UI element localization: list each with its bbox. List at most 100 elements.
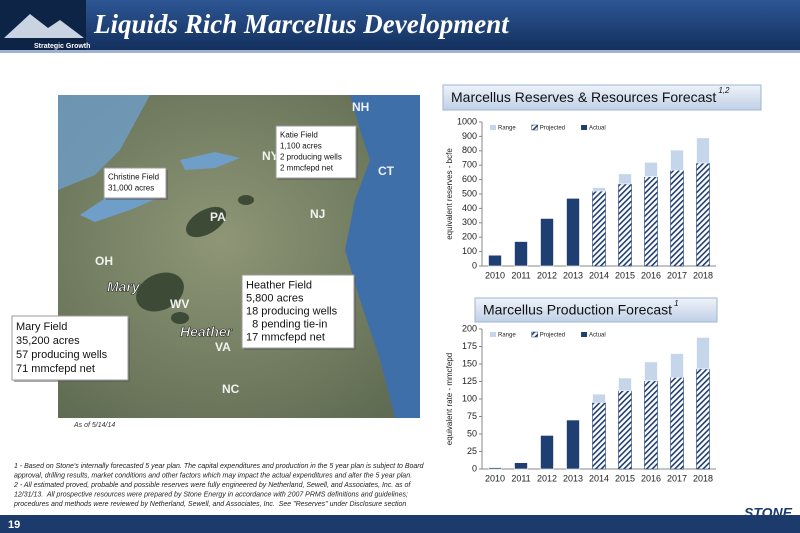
- callout-box: [275, 125, 357, 179]
- map-place-label: VA: [215, 340, 231, 354]
- bar-segment: [514, 241, 528, 267]
- y-tick-label: 50: [467, 428, 477, 438]
- x-tick-label: 2017: [667, 473, 687, 483]
- callout-text: 8 pending tie-in: [246, 318, 327, 330]
- y-tick-label: 100: [462, 246, 477, 256]
- y-tick-label: 25: [467, 446, 477, 456]
- bar-segment: [696, 337, 710, 370]
- footnote: approval, drilling results, market condi…: [14, 472, 412, 479]
- chart-title-note: 1: [674, 299, 678, 308]
- x-tick-label: 2013: [563, 270, 583, 280]
- bar-segment: [696, 368, 710, 470]
- map-place-label: OH: [95, 254, 113, 268]
- footer-bar: [0, 515, 800, 533]
- field-area: [238, 195, 254, 205]
- map-place-label: WV: [170, 297, 189, 311]
- x-tick-label: 2016: [641, 270, 661, 280]
- callout-box: [11, 315, 129, 381]
- bar-segment: [592, 393, 606, 403]
- map-ocean: [345, 95, 420, 418]
- legend-label: Range: [498, 333, 516, 339]
- callout-text: 18 producing wells: [246, 305, 338, 317]
- y-tick-label: 200: [462, 323, 477, 333]
- x-tick-label: 2011: [511, 473, 530, 483]
- bar-segment: [644, 176, 658, 267]
- bar-segment: [670, 169, 684, 267]
- map-place-label: NJ: [310, 207, 325, 221]
- page-number: 19: [8, 519, 20, 531]
- legend-swatch: [490, 125, 496, 130]
- y-tick-label: 100: [462, 393, 477, 403]
- bar-segment: [592, 190, 606, 267]
- header-logo: [4, 14, 84, 38]
- bar-segment: [644, 162, 658, 178]
- y-tick-label: 200: [462, 232, 477, 242]
- callout-text: 1,100 acres: [280, 142, 322, 151]
- bar-segment: [618, 183, 632, 267]
- footnote: 12/31/13. All prospective resources were…: [14, 491, 408, 498]
- bar-segment: [566, 419, 580, 470]
- bar-segment: [488, 467, 502, 470]
- bar-segment: [644, 361, 658, 382]
- as-of-note: As of 5/14/14: [73, 422, 115, 429]
- bar-segment: [670, 376, 684, 470]
- map-lake-ontario: [180, 152, 240, 170]
- chart-title: Marcellus Reserves & Resources Forecast: [451, 89, 716, 105]
- map-field-label: Heather: [180, 324, 234, 340]
- y-tick-label: 175: [462, 341, 477, 351]
- map-place-label: NC: [222, 382, 240, 396]
- x-tick-label: 2013: [563, 473, 583, 483]
- bar-segment: [488, 254, 502, 267]
- callout-text: 2 producing wells: [280, 153, 342, 162]
- callout-text: 31,000 acres: [108, 184, 154, 193]
- footnote: 2 - All estimated proved, probable and p…: [13, 482, 411, 489]
- callout-box: [241, 274, 355, 349]
- y-tick-label: 800: [462, 145, 477, 155]
- legend-swatch: [581, 332, 588, 337]
- callout-text: Heather Field: [246, 279, 312, 291]
- x-tick-label: 2018: [693, 270, 713, 280]
- legend-swatch: [531, 124, 538, 131]
- bar-segment: [644, 380, 658, 470]
- y-tick-label: 125: [462, 376, 477, 386]
- x-tick-label: 2015: [615, 270, 635, 280]
- y-tick-label: 300: [462, 217, 477, 227]
- y-tick-label: 75: [467, 411, 477, 421]
- map-place-label: PA: [210, 210, 226, 224]
- y-tick-label: 0: [472, 463, 477, 473]
- callout-box: [103, 167, 167, 199]
- legend-swatch: [531, 331, 538, 338]
- y-tick-label: 400: [462, 203, 477, 213]
- y-tick-label: 700: [462, 160, 477, 170]
- y-axis-label: equivalent reserves - bcfe: [445, 148, 454, 240]
- y-tick-label: 900: [462, 131, 477, 141]
- callout-text: 57 producing wells: [16, 349, 108, 361]
- callout-text: 5,800 acres: [246, 292, 304, 304]
- chart-title: Marcellus Production Forecast: [483, 302, 672, 318]
- map-place-label: NY: [262, 149, 279, 163]
- chart-title-box: [474, 297, 718, 323]
- bar-segment: [618, 173, 632, 185]
- x-tick-label: 2012: [537, 270, 557, 280]
- y-tick-label: 500: [462, 188, 477, 198]
- bar-segment: [618, 377, 632, 391]
- logo: STONE: [744, 505, 793, 521]
- callout-text: Mary Field: [16, 321, 67, 333]
- bar-segment: [592, 187, 606, 192]
- legend-swatch: [581, 125, 588, 130]
- x-tick-label: 2018: [693, 473, 713, 483]
- callout-text: 2 mmcfepd net: [280, 164, 334, 173]
- bar-segment: [670, 149, 684, 171]
- map-place-label: CT: [378, 164, 395, 178]
- map-place-label: NH: [352, 100, 369, 114]
- callout-text: 71 mmcfepd net: [16, 363, 95, 375]
- bar-segment: [592, 402, 606, 470]
- footnote: procedures and methods were reviewed by …: [13, 501, 406, 508]
- field-area: [171, 312, 189, 324]
- legend-swatch: [490, 332, 496, 337]
- slide-title: Liquids Rich Marcellus Development: [93, 9, 510, 39]
- x-tick-label: 2014: [589, 473, 609, 483]
- y-tick-label: 600: [462, 174, 477, 184]
